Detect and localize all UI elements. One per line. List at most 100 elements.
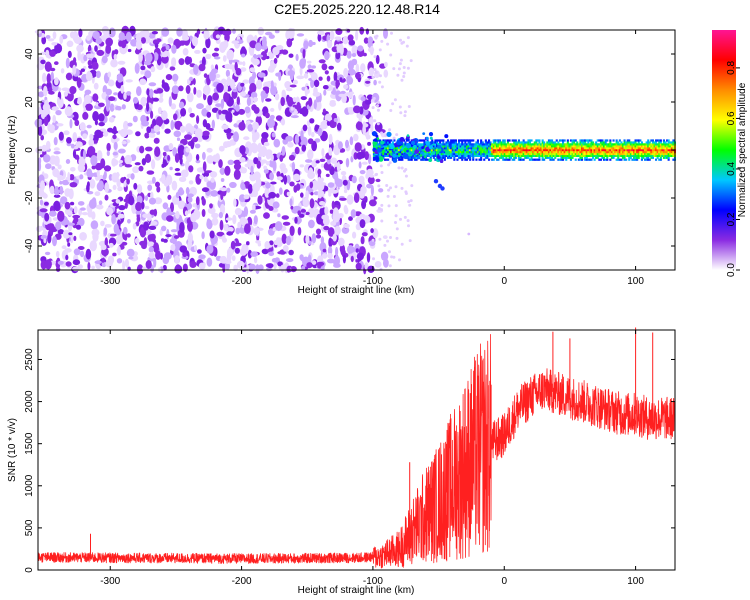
spectrogram-cell <box>105 95 110 105</box>
spectrogram-cell <box>532 143 535 146</box>
spectrogram-cell <box>161 110 168 121</box>
spectrogram-cell <box>533 158 536 161</box>
spectrogram-cell <box>243 136 250 141</box>
spectrogram-cell <box>525 147 528 150</box>
spectrogram-cell <box>458 139 461 142</box>
spectrogram-cell <box>42 72 47 83</box>
spectrogram-cell <box>629 143 632 146</box>
spectrogram-cell <box>302 124 308 132</box>
spectrogram-cell <box>232 88 238 93</box>
spectrogram-cell <box>117 245 121 256</box>
spectrogram-cell <box>614 143 617 146</box>
spectrogram-cell <box>317 127 323 137</box>
spectrogram-cell <box>385 145 388 148</box>
spectrogram-cell <box>292 173 301 182</box>
spectrogram-cell <box>401 152 404 156</box>
spectrogram-cell <box>633 145 636 148</box>
spectrogram-cell <box>144 205 150 210</box>
spectrogram-cell <box>614 145 617 148</box>
spectrogram-cell <box>155 181 160 188</box>
spectrogram-cell <box>592 145 595 148</box>
spectrogram-cell <box>595 156 598 159</box>
spectrogram-cell <box>628 147 631 150</box>
spectrogram-cell <box>453 139 456 142</box>
spectrogram-cell <box>65 159 71 164</box>
spectrogram-cell <box>540 143 543 146</box>
spectrogram-cell <box>132 223 137 230</box>
spectrogram-cell <box>588 145 591 148</box>
spectrogram-cell <box>289 84 297 88</box>
spectrogram-cell <box>209 230 215 239</box>
spectrogram-cell <box>662 139 665 142</box>
spectrogram-cell <box>79 122 86 132</box>
spectrogram-cell <box>421 149 424 152</box>
spectrogram-cell <box>416 155 421 160</box>
spectrogram-cell <box>631 143 634 146</box>
spectrogram-cell <box>617 158 620 161</box>
spectrogram-cell <box>376 104 379 108</box>
spectrogram-cell <box>417 154 420 157</box>
spectrogram-cell <box>428 154 431 157</box>
spectrogram-cell <box>577 143 580 146</box>
spectrogram-cell <box>86 183 90 193</box>
spectrogram-cell <box>321 63 328 71</box>
spectrogram-cell <box>574 152 577 156</box>
spectrogram-cell <box>585 147 588 150</box>
spectrogram-cell <box>431 151 436 156</box>
spectrogram-cell <box>404 141 407 144</box>
spectrogram-cell <box>499 154 502 157</box>
spectrogram-cell <box>604 151 607 154</box>
spectrogram-cell <box>606 139 609 142</box>
spectrogram-cell <box>502 141 505 144</box>
spectrogram-cell <box>573 145 576 148</box>
spectrogram-cell <box>536 147 539 150</box>
spectrogram-cell <box>413 143 416 146</box>
spectrogram-cell <box>502 139 505 142</box>
spectrogram-cell <box>595 141 598 144</box>
spectrogram-cell <box>604 158 607 161</box>
spectrogram-cell <box>525 154 528 157</box>
spectrogram-cell <box>299 58 306 69</box>
spectrogram-cell <box>46 73 51 84</box>
spectrogram-cell <box>640 141 643 144</box>
spectrogram-cell <box>549 154 552 157</box>
spectrogram-cell <box>473 152 476 156</box>
spectrogram-cell <box>612 149 615 152</box>
spectrogram-cell <box>378 188 384 193</box>
spectrogram-cell <box>576 141 579 144</box>
spectrogram-cell <box>667 139 670 142</box>
spectrogram-cell <box>214 56 221 60</box>
colorbar-gradient <box>712 30 736 270</box>
spectrogram-cell <box>376 145 379 148</box>
spectrogram-cell <box>136 215 141 223</box>
spectrogram-cell <box>272 160 277 172</box>
spectrogram-cell <box>626 149 629 152</box>
spectrogram-cell <box>462 151 465 154</box>
spectrogram-cell <box>196 115 200 124</box>
spectrogram-cell <box>577 151 580 154</box>
spectrogram-cell <box>470 152 473 156</box>
spectrogram-cell <box>448 156 451 159</box>
spectrogram-cell <box>333 207 339 219</box>
spectrogram-cell <box>569 143 572 146</box>
spectrogram-cell <box>659 154 662 157</box>
spectrogram-cell <box>514 156 517 159</box>
spectrogram-cell <box>447 139 450 142</box>
spectrogram-cell <box>107 127 114 133</box>
spectrogram-cell <box>603 151 606 154</box>
spectrogram-cell <box>392 255 396 259</box>
spectrogram-cell <box>555 152 558 156</box>
spectrogram-cell <box>637 156 640 159</box>
spectrogram-cell <box>565 145 568 148</box>
spectrogram-cell <box>442 141 445 144</box>
spectrogram-cell <box>590 143 593 146</box>
spectrogram-cell <box>476 147 479 150</box>
spectrogram-cell <box>495 151 498 154</box>
spectrogram-cell <box>249 82 257 94</box>
spectrogram-cell <box>530 139 533 142</box>
spectrogram-cell <box>347 107 353 111</box>
spectrogram-cell <box>378 48 382 52</box>
spectrogram-cell <box>311 65 317 69</box>
spectrogram-cell <box>64 248 72 253</box>
